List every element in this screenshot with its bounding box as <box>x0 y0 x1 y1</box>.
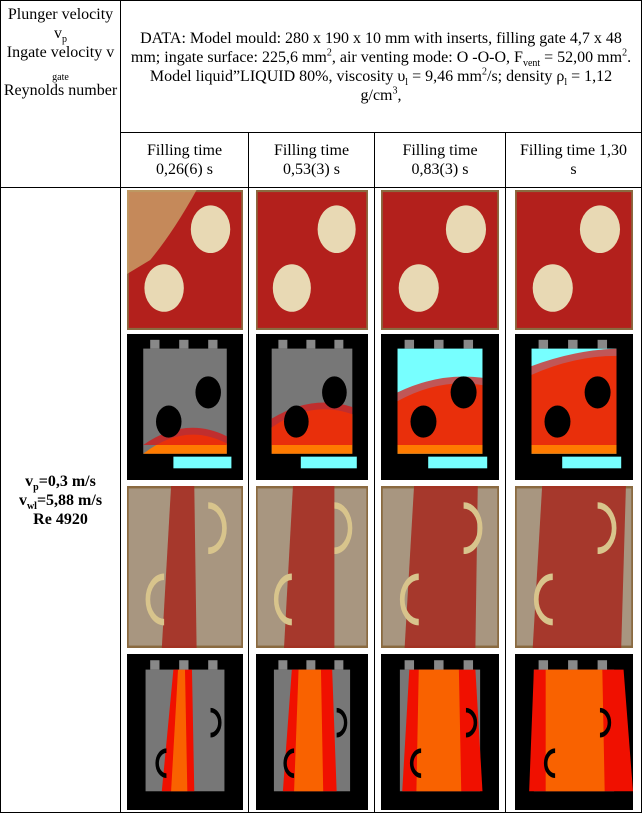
text: , air venting mode: O -O-O, F <box>332 49 523 66</box>
text: v <box>19 492 27 509</box>
description: DATA: Model mould: 280 x 190 x 10 mm wit… <box>121 1 641 132</box>
text: v <box>25 473 33 490</box>
simulation-image <box>256 654 368 810</box>
border <box>374 132 375 813</box>
simulation-image <box>381 654 499 810</box>
filling-time: Filling time 0,26(6) s <box>121 133 248 187</box>
simulation-image <box>515 654 633 810</box>
photo <box>256 486 368 648</box>
text: = 52,00 mm <box>540 49 622 66</box>
photo <box>127 486 243 648</box>
photo <box>515 486 633 648</box>
text: =5,88 m/s <box>37 492 102 509</box>
simulation-image <box>127 334 243 480</box>
text: Plunger velocity v <box>8 6 113 42</box>
photo <box>381 190 499 330</box>
text: /s; density ρ <box>487 68 564 85</box>
text: = 9,46 mm <box>408 68 482 85</box>
text: Reynolds number <box>4 82 117 99</box>
description-text: DATA: Model mould: 280 x 190 x 10 mm wit… <box>129 29 633 105</box>
text: Re 4920 <box>33 511 88 528</box>
border <box>505 132 506 813</box>
filling-time: Filling time 0,53(3) s <box>249 133 374 187</box>
simulation-image <box>256 334 368 480</box>
photo <box>127 190 243 330</box>
filling-time: Filling time 1,30 s <box>506 133 641 187</box>
simulation-image <box>515 334 633 480</box>
table: Plunger velocity vpIngate velocity vgate… <box>0 0 642 813</box>
photo <box>256 190 368 330</box>
photo <box>381 486 499 648</box>
border <box>248 132 249 813</box>
filling-time: Filling time 0,83(3) s <box>375 133 505 187</box>
text: , <box>398 87 402 104</box>
text: =0,3 m/s <box>39 473 96 490</box>
photo <box>515 190 633 330</box>
text: Ingate velocity v <box>7 44 115 61</box>
simulation-image <box>127 654 243 810</box>
simulation-image <box>381 334 499 480</box>
